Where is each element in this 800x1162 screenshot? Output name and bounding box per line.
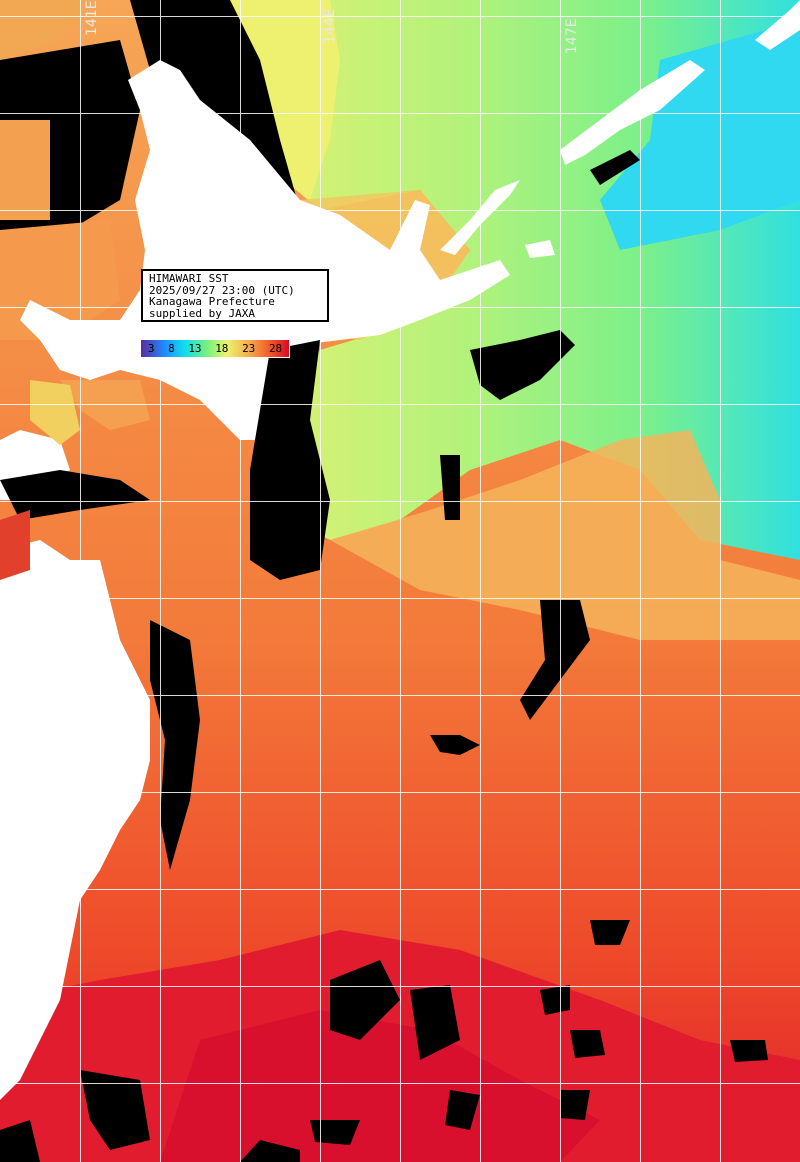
info-datetime: 2025/09/27 23:00 (UTC)	[149, 283, 295, 297]
info-region: Kanagawa Prefecture	[149, 295, 275, 309]
info-box: HIMAWARI SST 2025/09/27 23:00 (UTC) Kana…	[141, 269, 329, 322]
info-title: HIMAWARI SST	[149, 272, 229, 285]
legend-tick: 8	[168, 342, 175, 355]
legend-tick: 23	[242, 342, 256, 355]
lon-label-147e: 147E	[564, 18, 580, 54]
legend-tick: 28	[268, 342, 283, 355]
info-credit: supplied by JAXA	[149, 306, 255, 320]
land-kuril-2	[525, 240, 555, 258]
land-honshu	[0, 540, 150, 1100]
legend-tick: 18	[215, 342, 229, 355]
lon-label-141e: 141E	[84, 0, 100, 36]
land-kuril-4	[755, 0, 800, 50]
sea-cold-region	[600, 20, 800, 250]
land-kuril-3	[560, 60, 705, 165]
legend-tick: 3	[147, 342, 155, 355]
lon-label-144e: 144E	[322, 8, 338, 44]
temperature-legend: 3 8 13 18 23 28	[140, 339, 290, 358]
legend-tick: 13	[188, 342, 202, 355]
